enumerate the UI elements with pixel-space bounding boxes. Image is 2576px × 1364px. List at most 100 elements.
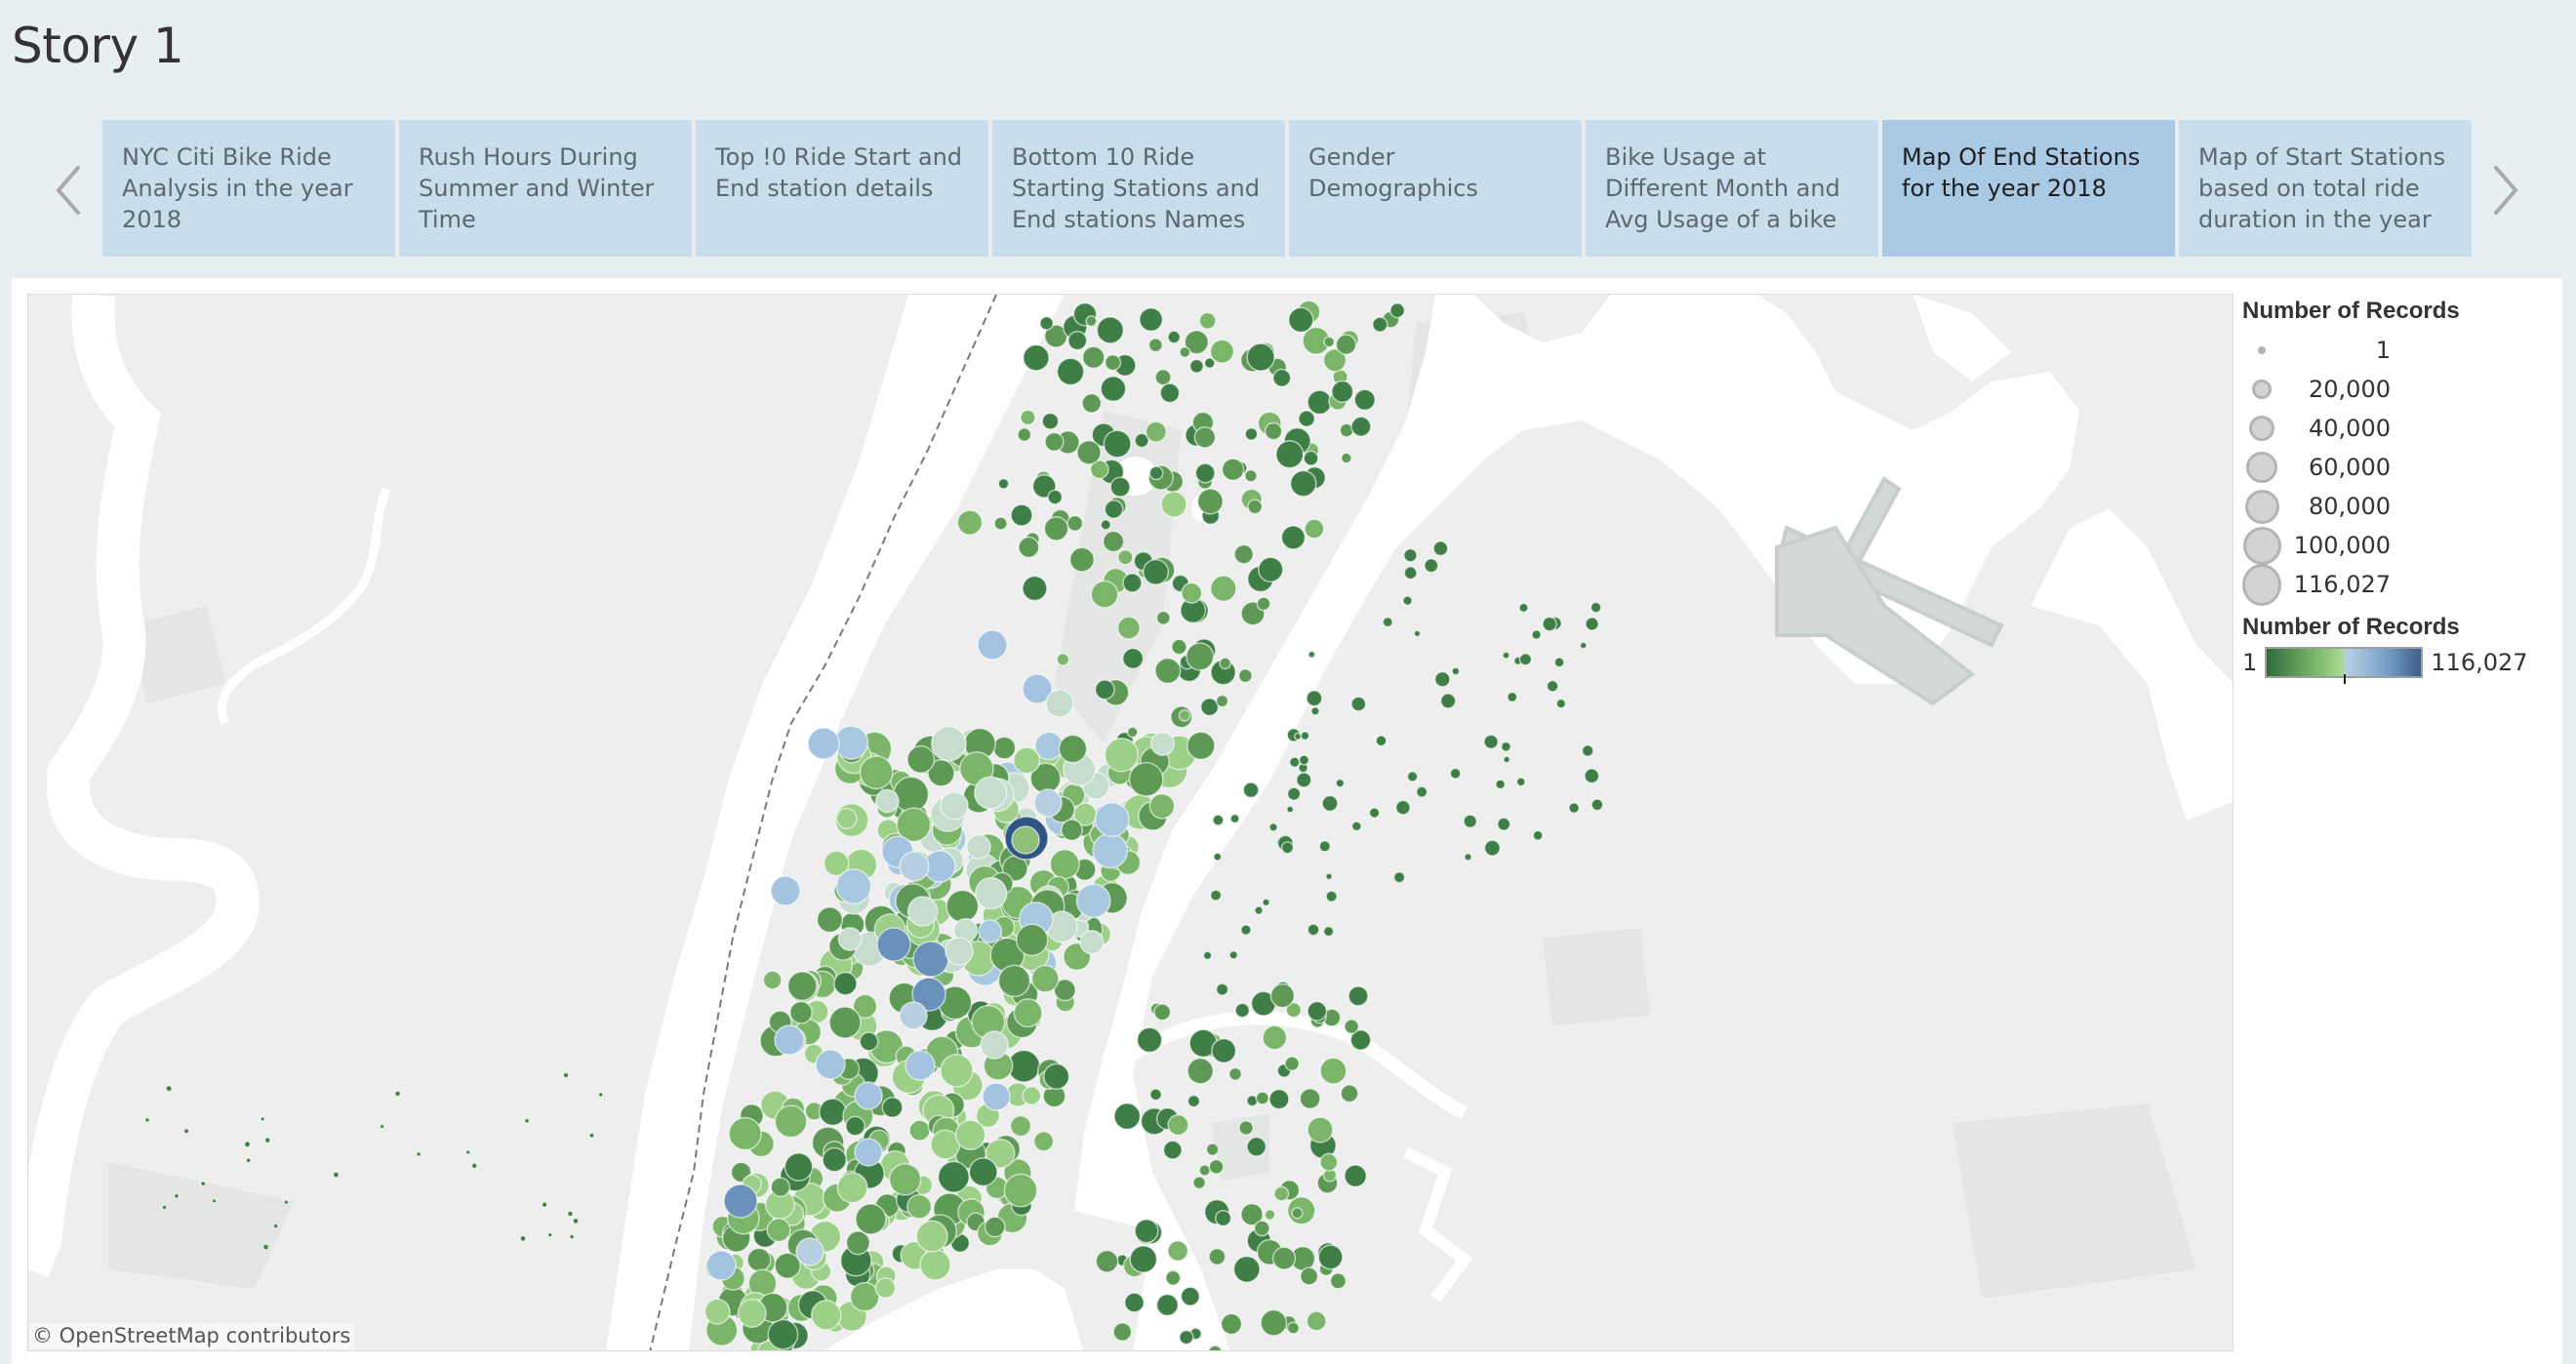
station-marker[interactable] — [1198, 311, 1217, 330]
station-marker[interactable] — [1188, 358, 1204, 374]
station-marker[interactable] — [874, 1277, 897, 1299]
station-marker[interactable] — [915, 1220, 948, 1253]
station-marker[interactable] — [1022, 673, 1053, 704]
station-marker[interactable] — [1344, 1019, 1360, 1035]
station-marker[interactable] — [1104, 500, 1124, 519]
station-marker[interactable] — [837, 926, 863, 951]
station-marker[interactable] — [954, 1119, 986, 1151]
station-marker[interactable] — [1553, 657, 1565, 668]
station-marker[interactable] — [1497, 817, 1511, 831]
station-marker[interactable] — [1147, 338, 1163, 353]
station-marker[interactable] — [1128, 761, 1164, 797]
station-marker[interactable] — [1041, 412, 1060, 430]
station-marker[interactable] — [245, 1157, 252, 1164]
station-marker[interactable] — [1581, 744, 1594, 757]
station-marker[interactable] — [1013, 746, 1041, 775]
station-marker[interactable] — [1117, 548, 1134, 566]
tab-top-10-stations[interactable]: Top !0 Ride Start and End station detail… — [696, 120, 988, 257]
station-marker[interactable] — [852, 993, 878, 1020]
station-marker[interactable] — [854, 1081, 883, 1110]
station-marker[interactable] — [1234, 1002, 1251, 1019]
station-marker[interactable] — [899, 1001, 928, 1030]
station-marker[interactable] — [1318, 840, 1332, 853]
station-marker[interactable] — [1322, 348, 1348, 373]
station-marker[interactable] — [1291, 1207, 1304, 1220]
station-marker[interactable] — [1579, 641, 1588, 650]
station-marker[interactable] — [767, 1318, 799, 1350]
station-marker[interactable] — [905, 1050, 936, 1081]
station-marker[interactable] — [1555, 698, 1567, 709]
station-marker[interactable] — [1286, 786, 1302, 801]
station-marker[interactable] — [1194, 462, 1216, 484]
station-marker[interactable] — [788, 1000, 813, 1024]
station-marker[interactable] — [1350, 821, 1362, 832]
station-marker[interactable] — [1039, 315, 1055, 331]
station-marker[interactable] — [1211, 1037, 1237, 1063]
station-marker[interactable] — [1375, 735, 1388, 747]
station-marker[interactable] — [562, 1071, 570, 1079]
station-marker[interactable] — [1284, 1056, 1300, 1071]
station-marker[interactable] — [1271, 1246, 1297, 1270]
station-marker[interactable] — [464, 1149, 471, 1155]
station-marker[interactable] — [1340, 452, 1352, 464]
station-marker[interactable] — [1500, 741, 1511, 752]
station-marker[interactable] — [1056, 357, 1085, 386]
station-marker[interactable] — [1293, 732, 1303, 741]
station-marker[interactable] — [519, 1234, 527, 1242]
station-marker[interactable] — [541, 1201, 548, 1208]
station-marker[interactable] — [704, 1298, 731, 1325]
station-marker[interactable] — [1047, 489, 1064, 505]
station-marker[interactable] — [1053, 979, 1076, 1002]
station-marker[interactable] — [1202, 950, 1213, 961]
station-marker[interactable] — [1154, 657, 1182, 685]
station-marker[interactable] — [1208, 1344, 1223, 1351]
station-marker[interactable] — [1568, 802, 1581, 815]
station-marker[interactable] — [470, 1162, 478, 1170]
station-marker[interactable] — [1340, 1084, 1359, 1103]
station-marker[interactable] — [1495, 779, 1507, 790]
station-marker[interactable] — [1167, 1240, 1189, 1263]
station-marker[interactable] — [1403, 566, 1418, 581]
station-marker[interactable] — [1244, 426, 1259, 441]
station-marker[interactable] — [1372, 316, 1389, 333]
station-marker[interactable] — [1009, 1114, 1032, 1138]
station-marker[interactable] — [1389, 302, 1406, 319]
station-marker[interactable] — [855, 1203, 887, 1235]
station-marker[interactable] — [912, 941, 949, 978]
station-marker[interactable] — [1017, 427, 1032, 442]
station-marker[interactable] — [1203, 357, 1216, 370]
station-marker[interactable] — [816, 905, 844, 934]
station-marker[interactable] — [1451, 666, 1461, 676]
station-marker[interactable] — [931, 725, 967, 762]
station-marker[interactable] — [766, 1218, 791, 1243]
station-marker[interactable] — [1022, 343, 1050, 372]
station-marker[interactable] — [1116, 616, 1141, 640]
station-marker[interactable] — [588, 1132, 595, 1139]
station-marker[interactable] — [161, 1204, 168, 1211]
station-marker[interactable] — [784, 1152, 814, 1182]
station-marker[interactable] — [985, 1138, 1016, 1169]
station-marker[interactable] — [1058, 734, 1088, 764]
station-marker[interactable] — [1209, 889, 1223, 902]
station-marker[interactable] — [1531, 629, 1542, 640]
tab-bike-usage[interactable]: Bike Usage at Different Month and Avg Us… — [1586, 120, 1878, 257]
station-marker[interactable] — [1518, 602, 1529, 614]
station-marker[interactable] — [1148, 792, 1176, 820]
station-marker[interactable] — [1403, 547, 1418, 563]
station-marker[interactable] — [1121, 647, 1145, 670]
station-marker[interactable] — [1296, 772, 1312, 788]
station-marker[interactable] — [770, 875, 801, 906]
station-marker[interactable] — [1205, 1143, 1220, 1156]
map-canvas[interactable] — [28, 295, 2234, 1351]
station-marker[interactable] — [1306, 1310, 1327, 1332]
station-marker[interactable] — [1103, 429, 1132, 459]
station-marker[interactable] — [1186, 642, 1215, 671]
station-marker[interactable] — [1229, 813, 1240, 824]
station-marker[interactable] — [1449, 767, 1462, 780]
station-marker[interactable] — [774, 1024, 805, 1056]
station-marker[interactable] — [182, 1127, 190, 1135]
station-marker[interactable] — [1208, 1247, 1227, 1266]
station-marker[interactable] — [1392, 870, 1406, 884]
station-marker[interactable] — [1255, 1091, 1269, 1105]
station-marker[interactable] — [1307, 389, 1333, 416]
